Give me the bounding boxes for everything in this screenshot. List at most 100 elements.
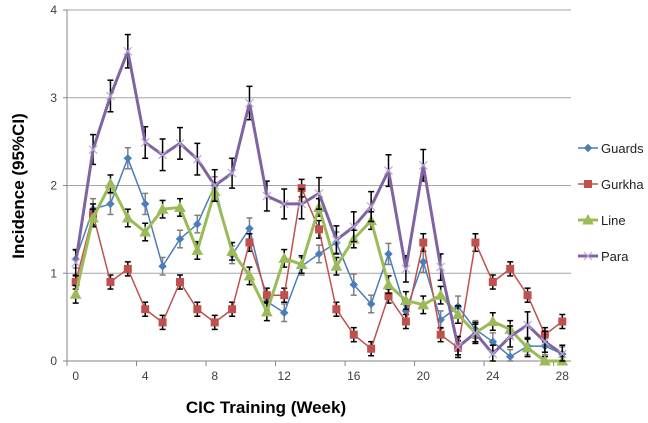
data-point [210, 181, 220, 190]
data-point [295, 258, 308, 269]
x-tick-label: 28 [556, 369, 570, 383]
legend-marker [582, 213, 594, 225]
x-tick-label: 24 [486, 369, 500, 383]
data-point [245, 238, 254, 247]
data-point [245, 98, 254, 108]
y-tick-label: 3 [50, 91, 57, 105]
x-tick-label: 4 [142, 369, 149, 383]
data-point [228, 305, 237, 314]
data-point [331, 235, 341, 245]
data-point [278, 252, 291, 263]
data-point [261, 305, 273, 317]
data-point [419, 257, 428, 267]
data-point [175, 138, 185, 148]
x-tick-label: 12 [278, 369, 292, 383]
data-point [104, 177, 117, 189]
data-point [123, 46, 133, 56]
data-point [332, 305, 341, 314]
data-point [71, 258, 81, 268]
data-point [297, 199, 307, 209]
data-point [436, 330, 445, 339]
data-point [366, 202, 376, 211]
series-gurkha [71, 178, 567, 357]
gridlines [67, 9, 571, 274]
data-point [174, 201, 186, 212]
data-point [400, 294, 412, 305]
x-tick-label: 20 [417, 369, 431, 383]
y-ticks: 0 1 2 3 4 [50, 3, 67, 368]
data-point [488, 349, 498, 359]
data-point [156, 203, 169, 214]
data-point [175, 234, 185, 244]
data-point [367, 344, 376, 353]
data-point [123, 154, 133, 163]
data-point [262, 291, 271, 300]
data-point [349, 280, 358, 289]
data-point [191, 244, 204, 255]
data-point [486, 315, 499, 327]
data-point [158, 262, 167, 271]
data-point [210, 318, 219, 327]
legend-label: Line [601, 213, 626, 228]
data-point [227, 168, 237, 178]
data-point [523, 291, 532, 300]
data-point [314, 188, 324, 198]
data-point [540, 337, 550, 347]
data-point [280, 291, 289, 300]
data-point [315, 225, 323, 234]
x-ticks: 0 4 8 12 16 20 24 28 [66, 361, 570, 383]
data-point [366, 299, 376, 309]
data-point [279, 199, 289, 209]
legend-label: Guards [601, 141, 644, 156]
data-point [419, 238, 428, 247]
data-point [349, 222, 359, 232]
data-point [417, 298, 430, 310]
legend-marker [583, 251, 593, 261]
data-point [521, 341, 534, 353]
data-point [226, 245, 238, 256]
x-tick-label: 16 [347, 369, 361, 383]
data-point [243, 269, 256, 281]
x-axis-title: CIC Training (Week) [186, 398, 346, 417]
data-point [330, 260, 343, 271]
data-point [471, 238, 480, 247]
data-point [505, 352, 515, 361]
data-point [401, 264, 411, 274]
legend: Guards Gurkha Line Para [578, 141, 644, 264]
series-layer [69, 33, 569, 366]
data-point [121, 211, 134, 223]
data-point [193, 305, 202, 314]
legend-item-para: Para [578, 249, 629, 264]
data-point [106, 199, 115, 209]
data-point [453, 342, 463, 352]
legend-marker [583, 143, 593, 153]
data-point [123, 264, 132, 273]
data-point [139, 225, 152, 237]
data-point [436, 262, 446, 272]
data-point [557, 349, 567, 359]
legend-item-line: Line [578, 213, 626, 228]
data-point [384, 249, 393, 259]
data-point [523, 320, 532, 330]
data-point [434, 289, 447, 300]
data-point [175, 278, 184, 287]
data-point [106, 278, 115, 287]
data-point [158, 150, 168, 160]
data-point [87, 211, 99, 223]
legend-label: Gurkha [601, 177, 644, 192]
series-para [71, 33, 567, 362]
data-point [193, 219, 202, 229]
data-point [384, 166, 393, 176]
legend-item-guards: Guards [578, 141, 644, 156]
data-point [505, 332, 515, 341]
data-point [558, 317, 567, 326]
data-point [106, 91, 115, 101]
y-tick-label: 4 [50, 3, 57, 17]
data-point [140, 199, 150, 209]
data-point [401, 317, 410, 326]
legend-marker [584, 180, 592, 188]
data-point [280, 308, 289, 317]
x-tick-label: 0 [72, 369, 79, 383]
data-point [245, 224, 254, 233]
